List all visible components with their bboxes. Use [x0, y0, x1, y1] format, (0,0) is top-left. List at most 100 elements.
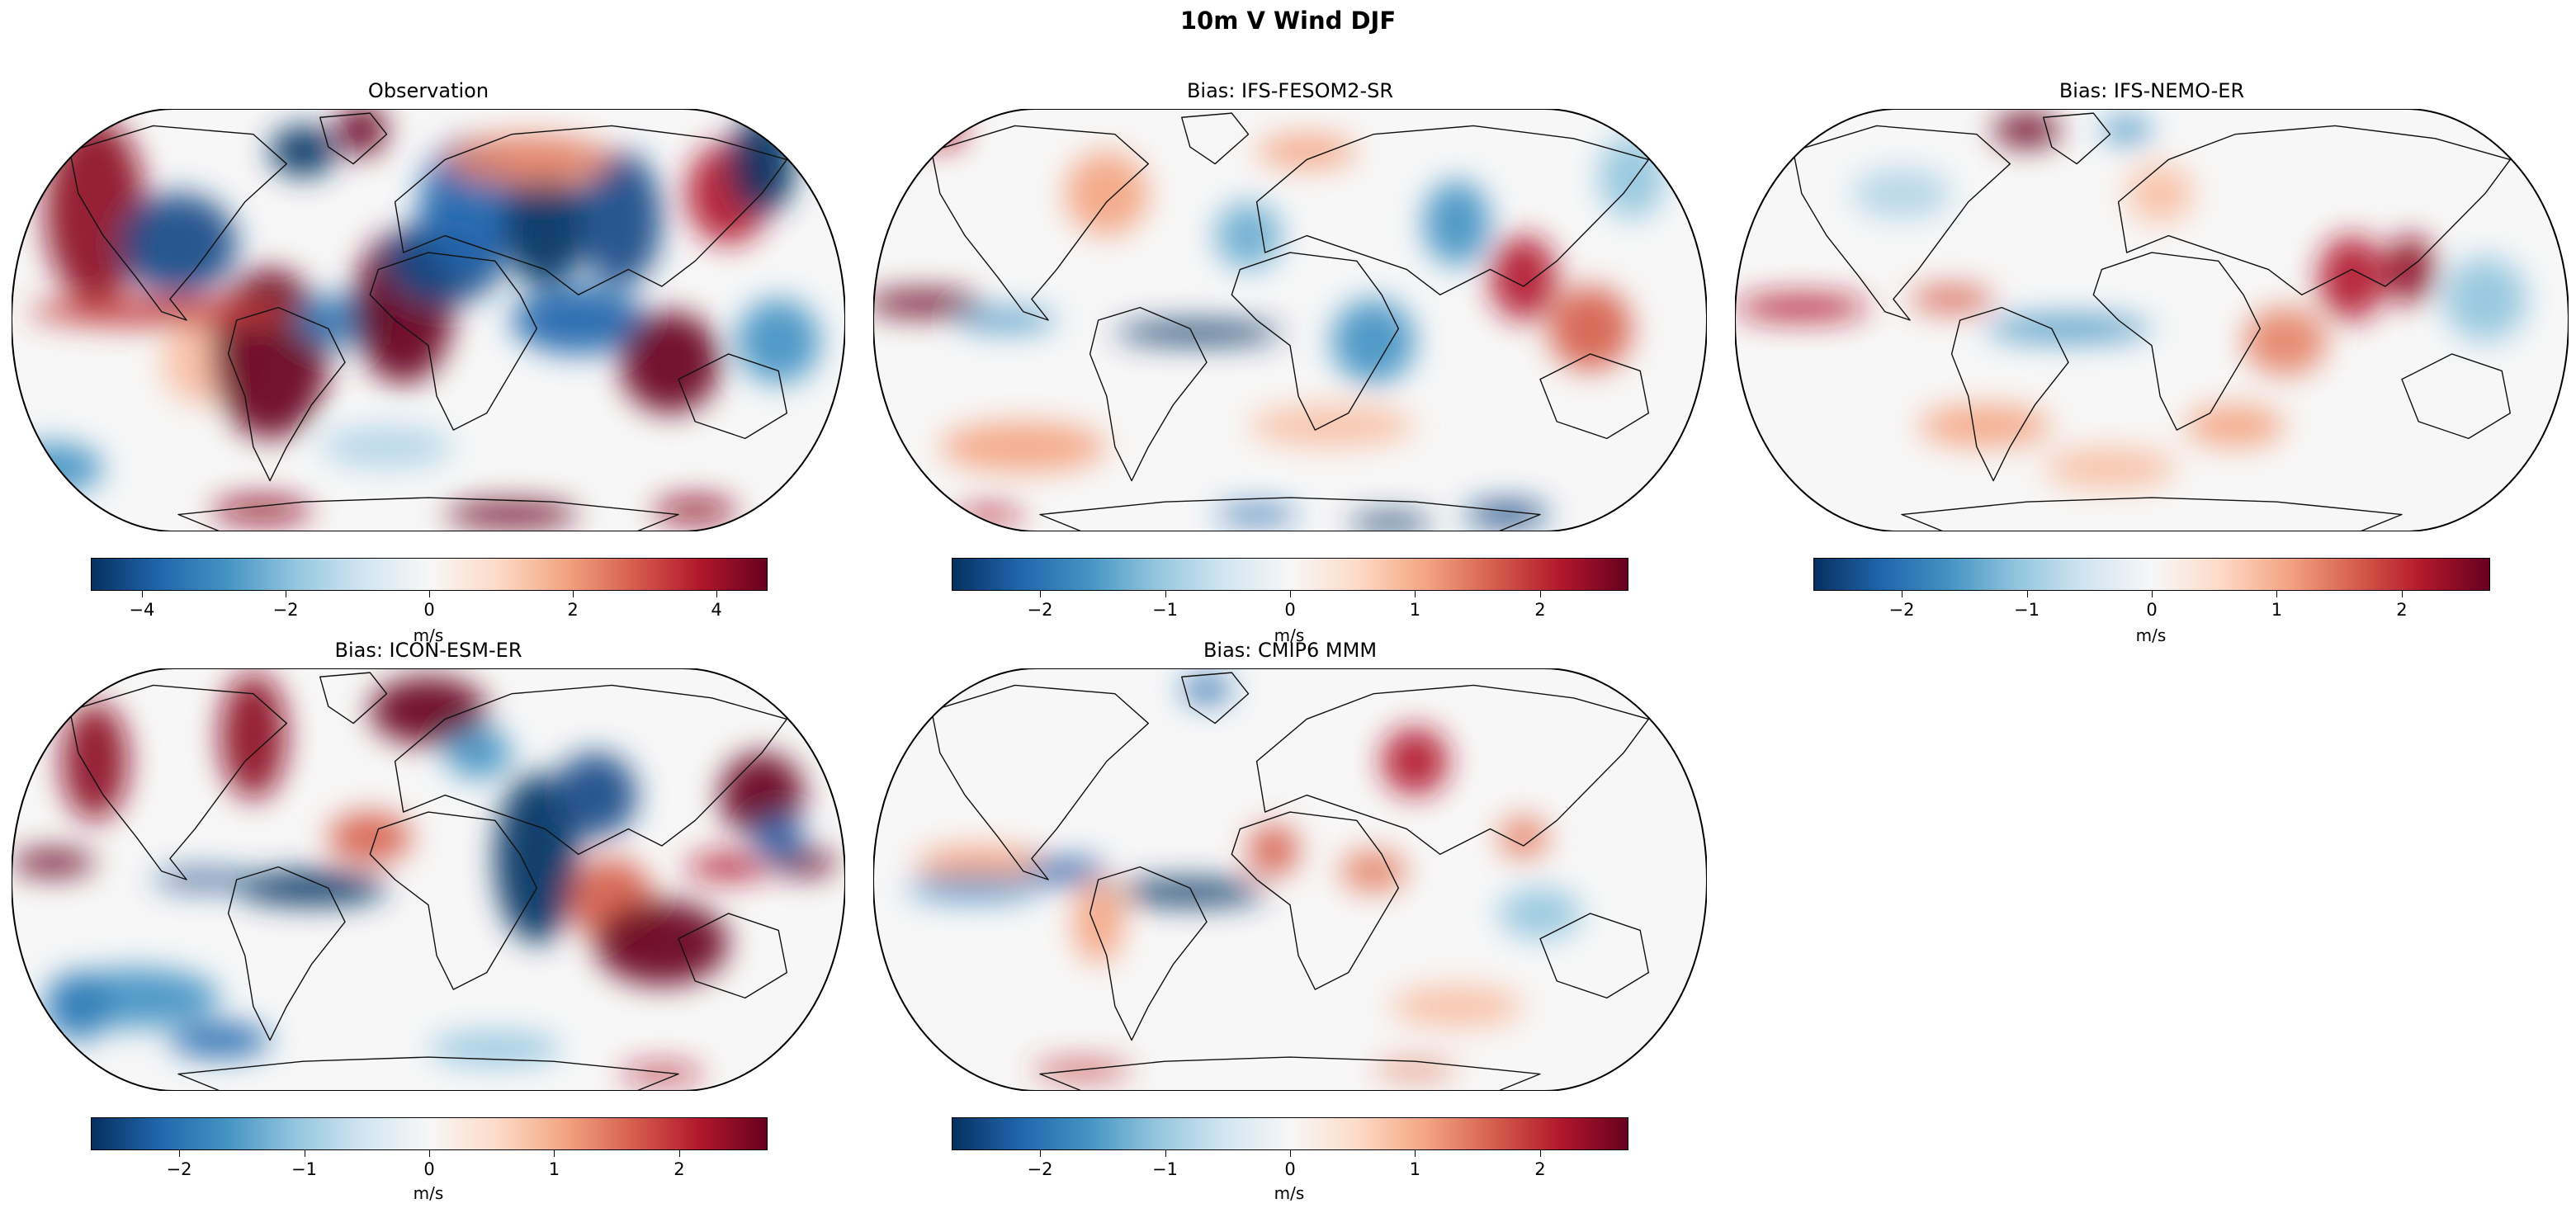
field-anomaly — [120, 193, 237, 295]
field-anomaly — [1851, 168, 1952, 219]
panel-title-ifs-nemo-er: Bias: IFS-NEMO-ER — [2058, 79, 2245, 102]
coastline-africa — [369, 811, 537, 990]
map-frame — [1735, 109, 2569, 531]
coastline-greenland — [1181, 672, 1250, 724]
field-anomaly — [2385, 235, 2436, 304]
coastline-greenland — [319, 112, 388, 165]
colorbar-tick-label: 2 — [1534, 1159, 1546, 1179]
colorbar-label-ifs-nemo-er: m/s — [2135, 625, 2167, 645]
field-anomaly — [915, 846, 1049, 880]
field-anomaly — [2243, 307, 2328, 375]
coastline-antarctica — [1039, 497, 1541, 531]
coastline-europeAsia — [2117, 125, 2511, 295]
field-anomaly — [2101, 117, 2152, 143]
field-anomaly — [1465, 502, 1549, 527]
field-anomaly — [957, 506, 1023, 523]
panel-title-observation: Observation — [367, 79, 489, 102]
field-anomaly — [494, 774, 579, 943]
field-anomaly — [512, 286, 645, 354]
colorbar-tick — [1040, 1149, 1042, 1157]
colorbar-tick-label: 4 — [711, 600, 722, 620]
colorbar-tick-label: 2 — [2396, 600, 2408, 620]
colorbar-tick-label: −4 — [129, 600, 155, 620]
field-anomaly — [45, 972, 112, 1041]
coastline-southAmerica — [1089, 306, 1208, 482]
field-anomaly — [1548, 286, 1633, 371]
field-anomaly — [1348, 514, 1432, 531]
coastline-australia — [1539, 913, 1649, 999]
colorbar-tick-label: 0 — [423, 600, 435, 620]
field-anomaly — [2185, 404, 2285, 447]
colorbar-tick — [1165, 590, 1166, 597]
coastline-southAmerica — [227, 306, 346, 482]
field-anomaly — [169, 1023, 271, 1058]
field-anomaly — [1598, 134, 1666, 219]
coastline-europeAsia — [1255, 125, 1649, 295]
field-anomaly — [687, 854, 771, 880]
field-anomaly — [328, 812, 412, 863]
colorbar-tick-label: −1 — [2014, 600, 2040, 620]
coastline-northAmerica — [930, 684, 1149, 880]
coastline-africa — [1231, 811, 1399, 990]
coastline-antarctica — [1039, 1056, 1541, 1091]
colorbar-tick — [716, 590, 718, 597]
colorbar-tick — [1539, 590, 1541, 597]
colorbar-tick — [554, 1149, 555, 1157]
colorbar-tick — [678, 1149, 680, 1157]
colorbar-tick-label: −1 — [1152, 600, 1178, 620]
field-anomaly — [153, 871, 253, 889]
coastline-africa — [369, 252, 537, 431]
colorbar-tick-label: 2 — [567, 600, 579, 620]
field-anomaly — [2043, 446, 2177, 489]
map-cmip6-mmm — [873, 668, 1707, 1091]
colorbar-tick — [1040, 590, 1042, 597]
field-anomaly — [1918, 404, 2052, 447]
coastline-europeAsia — [1255, 684, 1649, 855]
coastline-europeAsia — [394, 684, 787, 855]
coastline-europeAsia — [394, 125, 787, 295]
field-anomaly — [620, 311, 721, 413]
field-anomaly — [1248, 404, 1416, 447]
field-anomaly — [753, 816, 804, 859]
panel-title-cmip6-mmm: Bias: CMIP6 MMM — [1203, 639, 1378, 662]
field-anomaly — [270, 125, 337, 177]
colorbar-cmip6-mmm: −2 −1 0 1 2 — [952, 1117, 1628, 1179]
colorbar-tick-label: −1 — [291, 1159, 317, 1179]
field-anomaly — [2443, 257, 2527, 342]
coastline-northAmerica — [69, 125, 287, 321]
field-anomaly — [736, 299, 820, 384]
field-anomaly — [939, 421, 1107, 473]
colorbar-tick — [2401, 590, 2403, 597]
colorbar-icon-esm-er: −2 −1 0 1 2 — [91, 1117, 768, 1179]
field-anomaly — [553, 753, 637, 838]
field-anomaly — [1423, 181, 1491, 266]
field-anomaly — [428, 1031, 562, 1066]
field-anomaly — [595, 900, 729, 985]
field-anomaly — [620, 1065, 704, 1083]
coastline-northAmerica — [930, 125, 1149, 321]
colorbar-tick-label: 0 — [423, 1159, 435, 1179]
colorbar-tick — [2276, 590, 2278, 597]
map-frame — [12, 668, 845, 1091]
map-ifs-nemo-er — [1735, 109, 2569, 531]
field-anomaly — [336, 109, 387, 156]
field-anomaly — [1735, 295, 1869, 320]
field-anomaly — [445, 502, 579, 527]
coastline-antarctica — [1901, 497, 2403, 531]
colorbar-tick — [1539, 1149, 1541, 1157]
coastline-antarctica — [177, 1056, 679, 1091]
field-anomaly — [1382, 727, 1449, 795]
field-anomaly — [1181, 677, 1232, 702]
field-anomaly — [61, 701, 129, 821]
field-anomaly — [1373, 1061, 1457, 1078]
colorbar-tick-label: 2 — [674, 1159, 685, 1179]
field-anomaly — [957, 309, 1057, 331]
panel-title-icon-esm-er: Bias: ICON-ESM-ER — [334, 639, 522, 662]
coastline-southAmerica — [1950, 306, 2069, 482]
field-anomaly — [2126, 163, 2194, 224]
colorbar-tick-label: −1 — [1152, 1159, 1178, 1179]
field-anomaly — [1023, 858, 1107, 885]
colorbar-ifs-nemo-er: −2 −1 0 1 2 — [1813, 558, 2490, 620]
field-anomaly — [1390, 985, 1524, 1028]
field-anomaly — [370, 677, 487, 745]
